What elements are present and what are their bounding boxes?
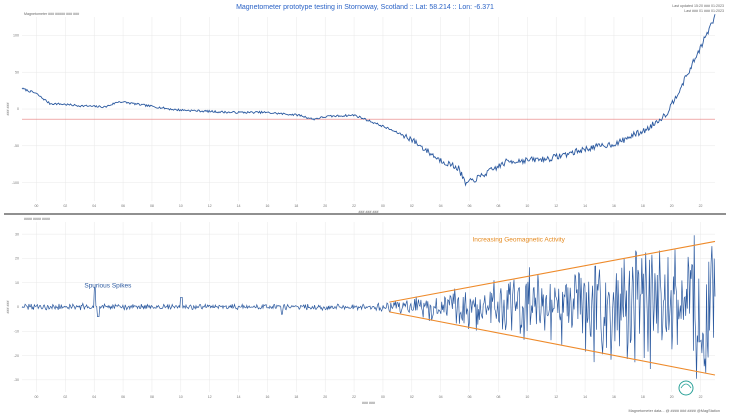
x-tick-label: 02 — [410, 395, 414, 399]
x-tick-label: 00 — [34, 395, 38, 399]
logo — [678, 380, 694, 396]
header-right-line-2: Last ### 01 ### 01:2023 — [684, 9, 724, 13]
x-tick-label: 00 — [381, 204, 385, 208]
x-tick-label: 06 — [121, 204, 125, 208]
x-tick-label: 18 — [641, 395, 645, 399]
x-axis-label: ### ### — [362, 401, 375, 405]
x-tick-label: 12 — [208, 395, 212, 399]
y-tick-label: -50 — [14, 144, 19, 148]
y-tick-label: -20 — [14, 354, 19, 358]
x-tick-label: 16 — [265, 204, 269, 208]
top-chart: 00 02 04 06 08 10 12 14 16 18 20 22 00 02 04 06 08 10 12 14… — [6, 12, 716, 214]
x-tick-label: 22 — [352, 395, 356, 399]
x-tick-label: 08 — [496, 204, 500, 208]
trend-line — [389, 240, 716, 303]
y-tick-label: 30 — [15, 232, 19, 236]
x-tick-label: 20 — [670, 204, 674, 208]
y-tick-label: 10 — [15, 281, 19, 285]
header-right-line-1: Last updated 15:20 ### 01:2023 — [672, 4, 724, 8]
x-tick-label: 06 — [468, 395, 472, 399]
series-line — [21, 235, 716, 379]
x-tick-label: 14 — [583, 204, 587, 208]
y-tick-label: 0 — [17, 107, 19, 111]
series-line — [21, 14, 716, 187]
chart-title: Magnetometer prototype testing in Storno… — [236, 4, 494, 11]
x-tick-label: 02 — [63, 395, 67, 399]
annotation-geomagnetic-activity: Increasing Geomagnetic Activity — [472, 236, 565, 243]
x-tick-label: 02 — [410, 204, 414, 208]
x-tick-label: 18 — [294, 395, 298, 399]
x-tick-label: 04 — [92, 395, 96, 399]
trend-line — [389, 311, 716, 376]
y-axis-label: ### ### — [6, 301, 10, 314]
x-tick-label: 12 — [554, 395, 558, 399]
x-tick-label: 02 — [63, 204, 67, 208]
annotation-spurious-spikes: Spurious Spikes — [84, 283, 132, 290]
x-tick-label: 12 — [208, 204, 212, 208]
y-tick-label: -100 — [12, 181, 19, 185]
x-tick-label: 22 — [699, 204, 703, 208]
x-tick-label: 20 — [670, 395, 674, 399]
x-tick-label: 08 — [150, 395, 154, 399]
x-tick-label: 10 — [525, 204, 529, 208]
y-tick-label: -30 — [14, 378, 19, 382]
x-tick-label: 08 — [496, 395, 500, 399]
x-tick-label: 20 — [323, 204, 327, 208]
x-tick-label: 22 — [352, 204, 356, 208]
x-tick-label: 14 — [237, 395, 241, 399]
x-tick-label: 16 — [612, 395, 616, 399]
x-tick-label: 04 — [92, 204, 96, 208]
x-tick-label: 18 — [294, 204, 298, 208]
y-tick-label: -10 — [14, 329, 19, 333]
legend-text: Magnetometer ### ##### ### ### — [24, 12, 79, 16]
x-tick-label: 08 — [150, 204, 154, 208]
x-tick-label: 16 — [265, 395, 269, 399]
credit-line: Magnetometer data... @ #### ### #### @Ma… — [628, 409, 720, 413]
x-tick-label: 04 — [439, 204, 443, 208]
x-axis-label: ### ### ### — [359, 210, 379, 214]
x-tick-label: 14 — [237, 204, 241, 208]
x-tick-label: 00 — [381, 395, 385, 399]
x-tick-label: 10 — [179, 204, 183, 208]
y-tick-label: 100 — [13, 34, 19, 38]
legend-text: #### #### #### — [24, 217, 50, 221]
x-tick-label: 12 — [554, 204, 558, 208]
x-tick-label: 22 — [699, 395, 703, 399]
y-axis-label: ### ### — [6, 103, 10, 116]
x-tick-label: 04 — [439, 395, 443, 399]
x-tick-label: 14 — [583, 395, 587, 399]
x-tick-label: 06 — [121, 395, 125, 399]
x-tick-label: 10 — [179, 395, 183, 399]
y-tick-label: 50 — [15, 70, 19, 74]
x-tick-label: 18 — [641, 204, 645, 208]
y-tick-label: 20 — [15, 257, 19, 261]
x-tick-label: 06 — [468, 204, 472, 208]
x-tick-label: 00 — [34, 204, 38, 208]
x-tick-label: 10 — [525, 395, 529, 399]
bottom-chart: 00 02 04 06 08 10 12 14 16 18 20 22 00 02 04 06 08 10 12 14… — [6, 217, 716, 405]
x-tick-label: 20 — [323, 395, 327, 399]
y-tick-label: 0 — [17, 305, 19, 309]
x-tick-label: 16 — [612, 204, 616, 208]
